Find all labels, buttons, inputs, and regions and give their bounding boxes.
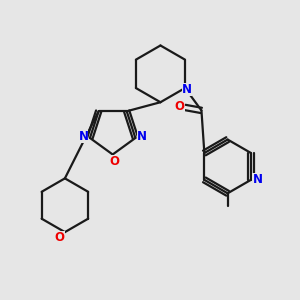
Text: N: N: [253, 173, 262, 186]
Text: O: O: [175, 100, 184, 113]
Text: N: N: [78, 130, 88, 143]
Text: N: N: [137, 130, 147, 143]
Text: N: N: [252, 173, 262, 186]
Text: N: N: [182, 83, 191, 96]
Text: O: O: [109, 154, 119, 167]
Text: O: O: [55, 231, 64, 244]
